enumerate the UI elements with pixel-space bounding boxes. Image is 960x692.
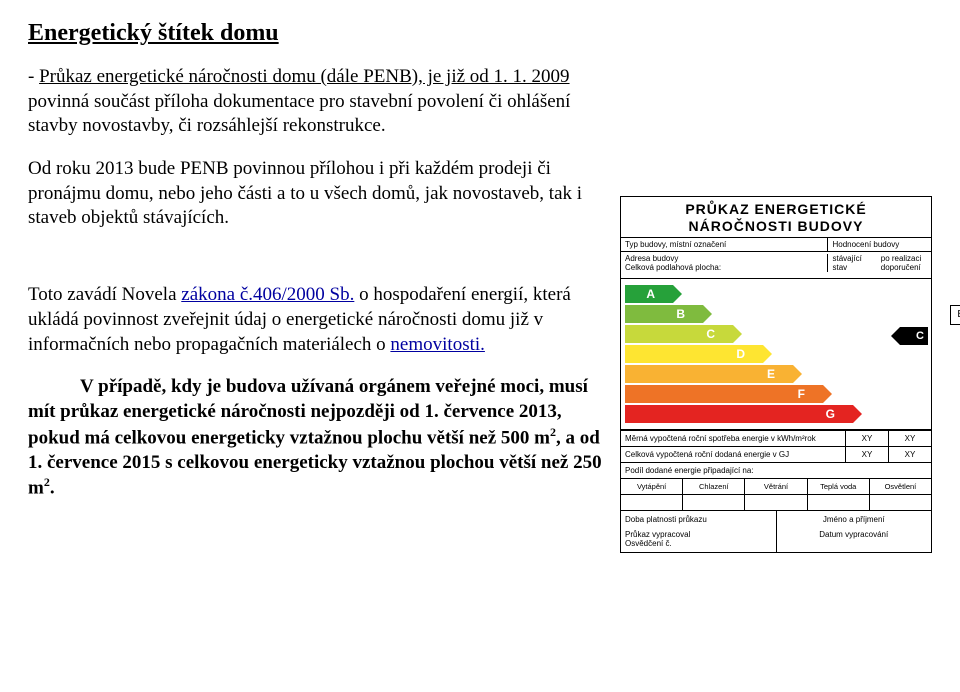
energy-bar-d: D (625, 345, 763, 363)
p4-c: . (50, 478, 55, 499)
paragraph-2: Od roku 2013 bude PENB povinnou přílohou… (28, 157, 608, 231)
fig-typ-label: Typ budovy, místní označení (621, 238, 828, 251)
fig-porealizaci: po realizaci (881, 254, 927, 263)
p4-a: V případě, kdy je budova užívaná orgánem… (28, 376, 588, 448)
fig-cols: VytápěníChlazeníVětráníTeplá vodaOsvětle… (621, 478, 931, 494)
page-title: Energetický štítek domu (28, 20, 608, 47)
cursor-big: C (900, 327, 928, 345)
fig-col: Chlazení (683, 479, 745, 494)
fig-title-line1: PRŮKAZ ENERGETICKÉ (627, 201, 925, 218)
energy-bar-b: B (625, 305, 703, 323)
fig-adresa-label: Adresa budovy (625, 254, 823, 263)
paragraph-3: Toto zavádí Novela zákona č.406/2000 Sb.… (28, 283, 608, 357)
energy-bar-f: F (625, 385, 823, 403)
document-body: Energetický štítek domu - Průkaz energet… (28, 20, 608, 501)
fig-col: Osvětlení (870, 479, 931, 494)
fig-title-line2: NÁROČNOSTI BUDOVY (627, 218, 925, 235)
energy-label-figure: PRŮKAZ ENERGETICKÉ NÁROČNOSTI BUDOVY Typ… (620, 196, 932, 553)
fig-col: Teplá voda (808, 479, 870, 494)
paragraph-4: V případě, kdy je budova užívaná orgánem… (28, 375, 608, 501)
fig-osvedceni: Osvědčení č. (625, 539, 772, 548)
fig-doba: Doba platnosti průkazu (625, 515, 772, 524)
p3-link-nemovitosti[interactable]: nemovitosti. (390, 334, 484, 355)
fig-cols-blank (621, 494, 931, 510)
fig-xy1: XY (845, 431, 888, 446)
fig-stavajici: stávající (832, 254, 878, 263)
fig-doporuceni: doporučení (881, 263, 927, 272)
p3-a: Toto zavádí Novela (28, 284, 181, 305)
fig-stav: stav (832, 263, 878, 272)
energy-bars: ABCDEFGBC (621, 278, 931, 430)
p3-link-zakon[interactable]: zákona č.406/2000 Sb. (181, 284, 354, 305)
fig-vypracoval: Průkaz vypracoval (625, 530, 772, 539)
fig-jmeno: Jméno a příjmení (781, 515, 928, 524)
fig-xy4: XY (888, 447, 931, 462)
fig-xy2: XY (888, 431, 931, 446)
fig-merna: Měrná vypočtená roční spotřeba energie v… (621, 431, 845, 446)
energy-bar-c: C (625, 325, 733, 343)
fig-hodnoceni-label: Hodnocení budovy (828, 238, 931, 251)
fig-plocha-label: Celková podlahová plocha: (625, 263, 823, 272)
fig-col: Větrání (745, 479, 807, 494)
energy-bar-g: G (625, 405, 853, 423)
p1-dash: - (28, 66, 39, 87)
energy-bar-a: A (625, 285, 673, 303)
fig-col: Vytápění (621, 479, 683, 494)
fig-celkova: Celková vypočtená roční dodaná energie v… (621, 447, 845, 462)
p1-rest: povinná součást příloha dokumentace pro … (28, 91, 570, 137)
paragraph-1: - Průkaz energetické náročnosti domu (dá… (28, 65, 608, 139)
cursor-small: B (950, 305, 960, 325)
p1-lead: Průkaz energetické náročnosti domu (dále… (39, 66, 569, 87)
energy-bar-e: E (625, 365, 793, 383)
fig-podil: Podíl dodané energie připadající na: (621, 463, 931, 478)
fig-xy3: XY (845, 447, 888, 462)
fig-datum: Datum vypracování (781, 530, 928, 539)
